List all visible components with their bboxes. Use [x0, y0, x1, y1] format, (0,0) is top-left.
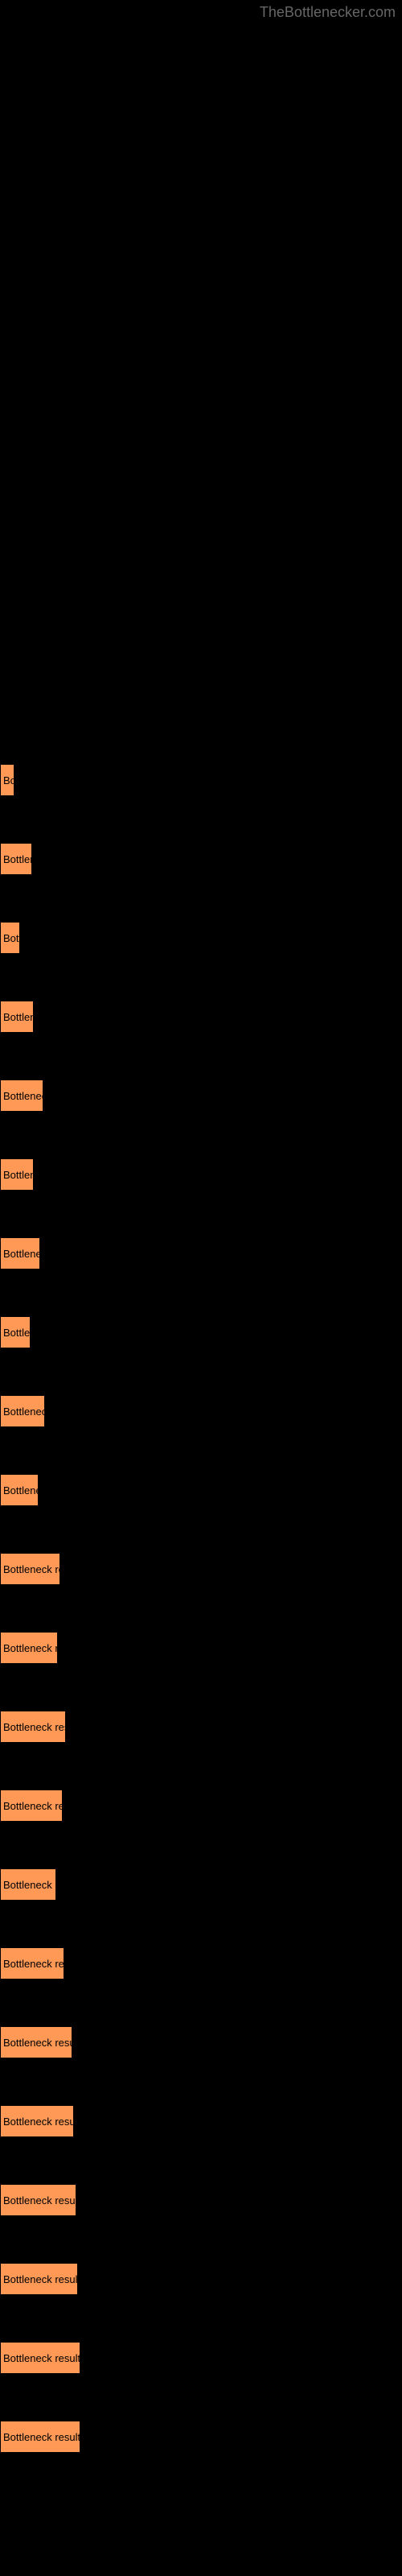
bar-row: Bottleneck result: [0, 2397, 402, 2476]
bar-row: Bottlene: [0, 819, 402, 898]
chart-bar: Bottlenec: [0, 1474, 39, 1506]
bar-row: Bo: [0, 741, 402, 819]
chart-bar: Bottlene: [0, 843, 32, 875]
bar-row: Bottlene: [0, 977, 402, 1056]
chart-bar: Bottlene: [0, 1001, 34, 1033]
bar-row: Bottleneck re: [0, 1056, 402, 1135]
chart-bar: Bottleneck result: [0, 2421, 80, 2453]
chart-bar: Bottleneck result: [0, 2105, 74, 2137]
bar-row: Bottleneck result: [0, 2082, 402, 2161]
chart-bar: Bottler: [0, 1316, 31, 1348]
chart-bar: Bottleneck: [0, 1237, 40, 1269]
bar-row: Bottleneck result: [0, 1608, 402, 1687]
bar-row: Bottleneck result: [0, 2318, 402, 2397]
bar-chart: Bo Bottlene Bott Bottlene Bottleneck re Bottl…: [0, 0, 402, 2476]
bar-row: Bottleneck result: [0, 2003, 402, 2082]
bar-row: Bottler: [0, 1293, 402, 1372]
chart-bar: Bottleneck result: [0, 2263, 78, 2295]
chart-bar: Bottleneck result: [0, 2026, 72, 2058]
chart-bar: Bottlene: [0, 1158, 34, 1191]
bar-row: Bottleneck result: [0, 1687, 402, 1766]
bar-row: Bottleneck result: [0, 1530, 402, 1608]
bar-row: Bottleneck result: [0, 1924, 402, 2003]
chart-bar: Bottleneck result: [0, 1553, 60, 1585]
bar-row: Bott: [0, 898, 402, 977]
bar-row: Bottleneck: [0, 1214, 402, 1293]
chart-bar: Bottleneck result: [0, 1632, 58, 1664]
bar-row: Bottleneck result: [0, 2240, 402, 2318]
bar-row: Bottleneck result: [0, 1766, 402, 1845]
bar-row: Bottlenec: [0, 1451, 402, 1530]
chart-bar: Bottleneck result: [0, 2342, 80, 2374]
bar-row: Bottleneck re: [0, 1372, 402, 1451]
chart-bar: Bottleneck result: [0, 1947, 64, 1979]
bar-row: Bottleneck result: [0, 2161, 402, 2240]
chart-bar: Bottleneck result: [0, 1711, 66, 1743]
bar-row: Bottleneck resu: [0, 1845, 402, 1924]
chart-bar: Bottleneck resu: [0, 1868, 56, 1901]
chart-bar: Bottleneck re: [0, 1395, 45, 1427]
chart-bar: Bottleneck re: [0, 1080, 43, 1112]
chart-bar: Bo: [0, 764, 14, 796]
chart-bar: Bottleneck result: [0, 2184, 76, 2216]
bar-row: Bottlene: [0, 1135, 402, 1214]
chart-bar: Bott: [0, 922, 20, 954]
chart-bar: Bottleneck result: [0, 1790, 63, 1822]
